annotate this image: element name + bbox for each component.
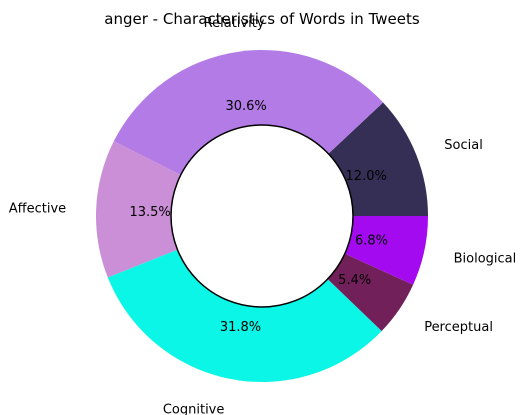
category-label-affective: Affective	[9, 201, 66, 216]
category-label-relativity: Relativity	[204, 16, 265, 31]
pie-labels: 12.0% Social 30.6% Relativity 13.5% Affective…	[9, 16, 516, 415]
pct-label-cognitive: 31.8%	[220, 320, 261, 335]
category-label-cognitive: Cognitive	[163, 402, 225, 415]
pct-label-social: 12.0%	[346, 169, 387, 184]
pct-label-biological: 6.8%	[355, 234, 388, 249]
chart-title: anger - Characteristics of Words in Twee…	[104, 10, 420, 28]
category-label-perceptual: Perceptual	[424, 320, 493, 335]
category-label-biological: Biological	[454, 252, 517, 267]
pct-label-affective: 13.5%	[129, 205, 170, 220]
pct-label-relativity: 30.6%	[225, 99, 266, 114]
category-label-social: Social	[444, 138, 483, 153]
donut-hole	[170, 124, 354, 308]
pct-label-perceptual: 5.4%	[338, 273, 371, 288]
